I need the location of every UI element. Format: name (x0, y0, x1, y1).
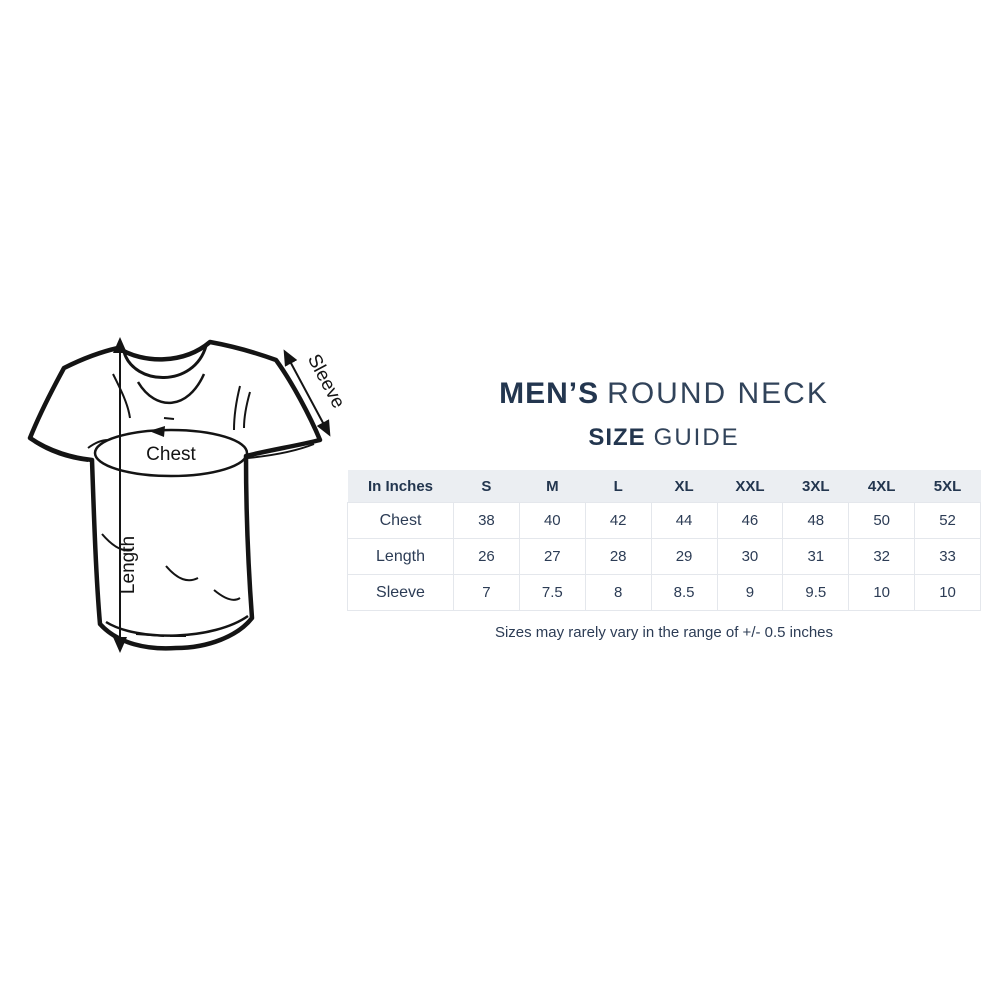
table-row: Sleeve 7 7.5 8 8.5 9 9.5 10 10 (347, 574, 981, 611)
subtitle-bold-part: SIZE (588, 424, 646, 451)
size-value-cell: 7.5 (518, 574, 586, 611)
tolerance-note: Sizes may rarely vary in the range of +/… (494, 624, 834, 641)
subtitle-light-part: GUIDE (653, 424, 740, 451)
size-value-cell: 7 (453, 574, 520, 611)
size-value-cell: 42 (584, 502, 652, 539)
size-value-cell: 50 (848, 502, 916, 539)
table-row: Chest 38 40 42 44 46 48 50 52 (347, 502, 981, 539)
tshirt-illustration: Length Chest Sleeve (27, 337, 349, 653)
size-column-header: S (453, 470, 520, 503)
size-column-header: XL (651, 470, 717, 503)
size-value-cell: 46 (716, 502, 784, 539)
size-table-container: In Inches S M L XL XXL 3XL 4XL 5XL Chest 38 40 42 4… (347, 470, 981, 611)
size-table-header-row: In Inches S M L XL XXL 3XL 4XL 5XL (347, 470, 981, 503)
page-title: MEN’S ROUND NECK (347, 377, 981, 411)
sleeve-label: Sleeve (303, 351, 349, 412)
row-label: Chest (347, 502, 454, 539)
size-column-header: 4XL (848, 470, 915, 503)
unit-header-cell: In Inches (347, 470, 454, 503)
title-light-part: ROUND NECK (607, 377, 829, 410)
size-value-cell: 33 (914, 538, 981, 575)
size-column-header: L (585, 470, 652, 503)
size-value-cell: 26 (453, 538, 520, 575)
size-table: In Inches S M L XL XXL 3XL 4XL 5XL Chest 38 40 42 4… (347, 470, 981, 611)
length-measurement-arrow: Length (113, 337, 139, 653)
size-value-cell: 30 (716, 538, 784, 575)
page-subtitle: SIZE GUIDE (347, 424, 981, 452)
size-column-header: M (519, 470, 586, 503)
size-value-cell: 28 (584, 538, 652, 575)
row-label: Sleeve (347, 574, 454, 611)
size-column-header: 3XL (782, 470, 849, 503)
tshirt-measurement-diagram: Length Chest Sleeve (18, 328, 350, 678)
size-value-cell: 8 (584, 574, 652, 611)
size-value-cell: 48 (782, 502, 850, 539)
chest-measurement-ellipse: Chest (93, 426, 249, 478)
size-table-body: Chest 38 40 42 44 46 48 50 52 Length 26 27 28 29 30 31 3… (347, 502, 981, 611)
size-value-cell: 31 (782, 538, 850, 575)
size-value-cell: 27 (518, 538, 586, 575)
size-value-cell: 32 (848, 538, 916, 575)
size-value-cell: 52 (914, 502, 981, 539)
row-label: Length (347, 538, 454, 575)
size-column-header: 5XL (914, 470, 981, 503)
length-label: Length (118, 536, 139, 594)
size-value-cell: 10 (848, 574, 916, 611)
size-value-cell: 8.5 (650, 574, 718, 611)
tshirt-outline (27, 339, 323, 651)
size-value-cell: 38 (453, 502, 520, 539)
size-value-cell: 9 (716, 574, 784, 611)
chest-arrowhead (149, 426, 165, 437)
size-value-cell: 10 (914, 574, 981, 611)
size-value-cell: 44 (650, 502, 718, 539)
table-row: Length 26 27 28 29 30 31 32 33 (347, 538, 981, 575)
title-bold-part: MEN’S (499, 377, 600, 410)
chest-label: Chest (146, 444, 196, 465)
size-value-cell: 29 (650, 538, 718, 575)
size-value-cell: 9.5 (782, 574, 850, 611)
size-value-cell: 40 (518, 502, 586, 539)
size-column-header: XXL (717, 470, 783, 503)
